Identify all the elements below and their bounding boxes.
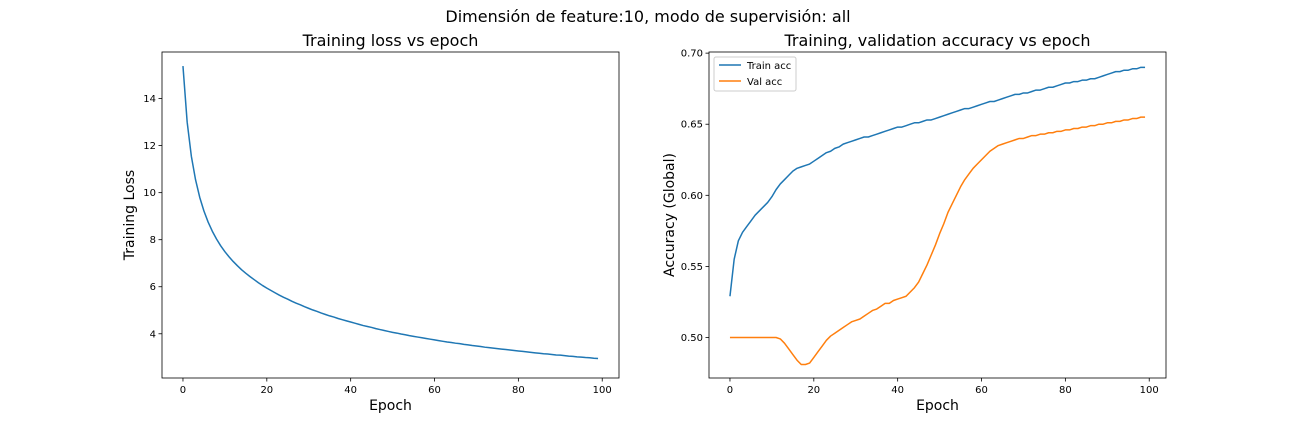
loss-chart-xtick-label: 80 — [512, 385, 525, 396]
loss-chart-ytick-label: 8 — [150, 235, 156, 246]
loss-chart-lines — [182, 66, 599, 360]
loss-chart-xtick-label: 0 — [180, 385, 186, 396]
loss-chart-xlabel: Epoch — [369, 398, 412, 414]
accuracy-chart-plot-area — [708, 51, 1167, 379]
loss-chart-ytick-label: 12 — [143, 141, 156, 152]
accuracy-chart-ytick-label: 0.70 — [681, 49, 703, 60]
loss-chart-title: Training loss vs epoch — [302, 31, 479, 50]
accuracy-chart-ytick-label: 0.55 — [681, 262, 703, 273]
accuracy-chart-xtick-label: 100 — [1140, 385, 1159, 396]
accuracy-chart-series-line-1 — [729, 116, 1146, 366]
accuracy-chart-ytick-label: 0.65 — [681, 120, 703, 131]
loss-chart-ytick-label: 10 — [143, 188, 156, 199]
legend-label-train: Train acc — [746, 61, 791, 72]
accuracy-chart-xtick-label: 0 — [727, 385, 733, 396]
accuracy-chart-series-line-0 — [729, 66, 1146, 297]
loss-chart-ytick-label: 6 — [150, 282, 156, 293]
loss-chart-xtick-label: 100 — [593, 385, 612, 396]
loss-chart-xtick-label: 20 — [260, 385, 273, 396]
loss-chart-ylabel: Training Loss — [122, 170, 138, 261]
figure-suptitle: Dimensión de feature:10, modo de supervi… — [445, 7, 850, 26]
legend-label-val: Val acc — [747, 77, 782, 88]
loss-chart-xtick-label: 60 — [428, 385, 441, 396]
accuracy-chart-xtick-label: 60 — [975, 385, 988, 396]
accuracy-chart-ytick-label: 0.50 — [681, 333, 703, 344]
accuracy-chart-xlabel: Epoch — [916, 398, 959, 414]
loss-chart-ytick-label: 14 — [143, 94, 156, 105]
loss-chart-ytick-label: 4 — [150, 329, 156, 340]
accuracy-chart-xtick-label: 20 — [807, 385, 820, 396]
loss-chart-series-line-0 — [182, 66, 599, 360]
accuracy-chart-legend: Train acc Val acc — [713, 56, 797, 92]
accuracy-chart: Training, validation accuracy vs epoch 0… — [662, 31, 1167, 414]
accuracy-chart-lines — [729, 66, 1146, 366]
accuracy-chart-xtick-label: 80 — [1059, 385, 1072, 396]
accuracy-chart-ytick-label: 0.60 — [681, 191, 703, 202]
loss-chart-ticks: 0 20 40 60 80 100 4 6 8 10 12 14 — [143, 94, 612, 396]
accuracy-chart-ticks: 0 20 40 60 80 100 0.50 0.55 0.60 0.65 0.70 — [681, 49, 1159, 396]
loss-chart-xtick-label: 40 — [344, 385, 357, 396]
loss-chart: Training loss vs epoch 0 20 40 60 80 100 4 6 8 10… — [122, 31, 620, 414]
accuracy-chart-xtick-label: 40 — [891, 385, 904, 396]
accuracy-chart-title: Training, validation accuracy vs epoch — [783, 31, 1090, 50]
loss-chart-plot-area — [161, 51, 620, 379]
accuracy-chart-ylabel: Accuracy (Global) — [662, 153, 678, 277]
